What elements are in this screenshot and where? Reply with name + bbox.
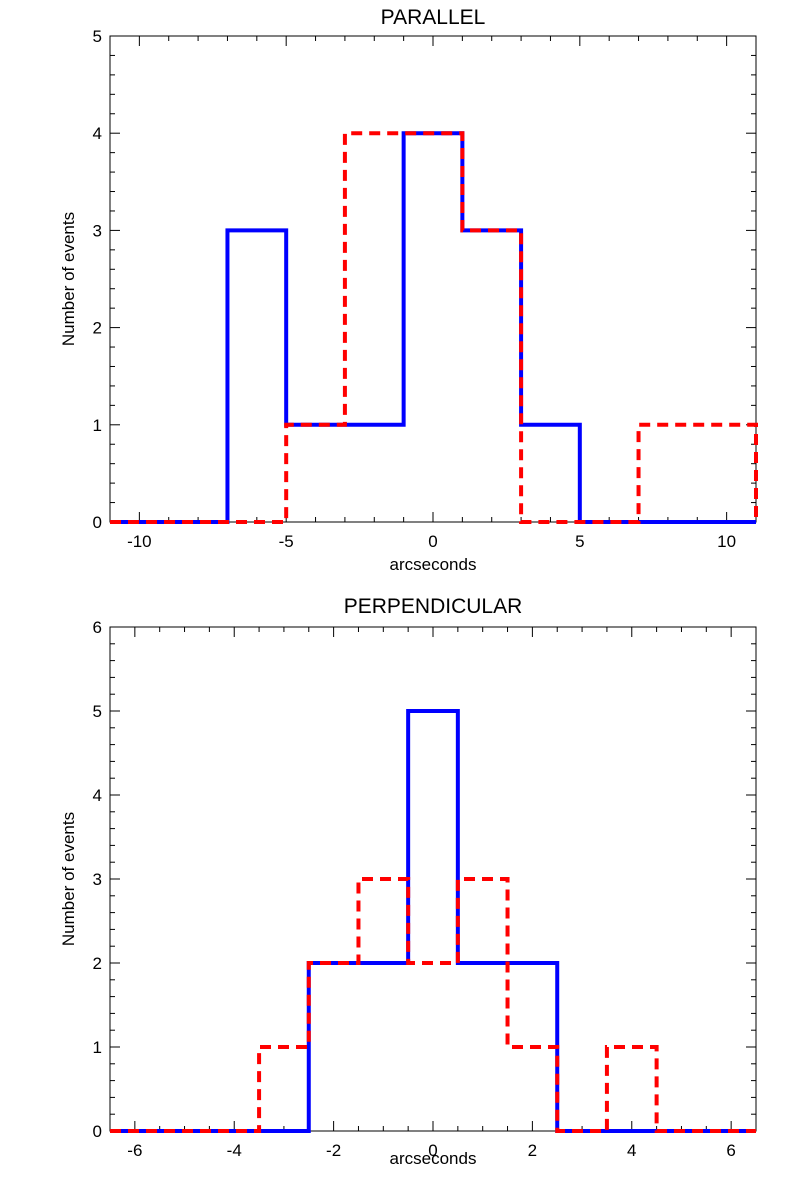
chart-title: PERPENDICULAR — [344, 595, 523, 618]
histogram-series-solid — [110, 709, 756, 1133]
y-tick-label: 3 — [93, 870, 102, 889]
x-tick-label: 2 — [528, 1141, 537, 1160]
chart-title: PARALLEL — [381, 6, 486, 29]
x-tick-label: 5 — [575, 532, 584, 551]
x-tick-label: 0 — [428, 1141, 437, 1160]
plot-area-frame — [109, 35, 757, 523]
x-tick-label: 6 — [726, 1141, 735, 1160]
y-tick-label: 2 — [93, 954, 102, 973]
y-tick-label: 1 — [93, 1038, 102, 1057]
x-tick-label: -4 — [227, 1141, 242, 1160]
histogram-series-solid — [110, 131, 756, 524]
parallel-panel: PARALLEL arcseconds Number of events -10… — [59, 6, 758, 574]
y-tick-label: 5 — [93, 27, 102, 46]
x-tick-label: 10 — [717, 532, 736, 551]
plot-area-frame — [109, 626, 757, 1132]
x-axis-label: arcseconds — [390, 555, 477, 574]
y-tick-label: 4 — [93, 786, 102, 805]
y-axis-label: Number of events — [59, 812, 78, 946]
histogram-series-dashed — [110, 877, 756, 1133]
y-tick-label: 6 — [93, 618, 102, 637]
y-tick-label: 1 — [93, 416, 102, 435]
x-tick-label: 0 — [428, 532, 437, 551]
y-axis-label: Number of events — [59, 212, 78, 346]
perpendicular-panel: PERPENDICULAR arcseconds Number of event… — [59, 595, 757, 1168]
x-tick-label: -5 — [279, 532, 294, 551]
y-tick-label: 4 — [93, 124, 102, 143]
y-tick-label: 0 — [93, 1122, 102, 1141]
x-tick-label: 4 — [627, 1141, 636, 1160]
histogram-series-dashed — [110, 131, 758, 524]
x-tick-label: -6 — [127, 1141, 142, 1160]
x-axis-label: arcseconds — [390, 1149, 477, 1168]
x-tick-label: -10 — [127, 532, 152, 551]
y-tick-label: 2 — [93, 319, 102, 338]
y-tick-label: 0 — [93, 513, 102, 532]
x-tick-label: -2 — [326, 1141, 341, 1160]
y-tick-label: 5 — [93, 702, 102, 721]
y-tick-label: 3 — [93, 221, 102, 240]
